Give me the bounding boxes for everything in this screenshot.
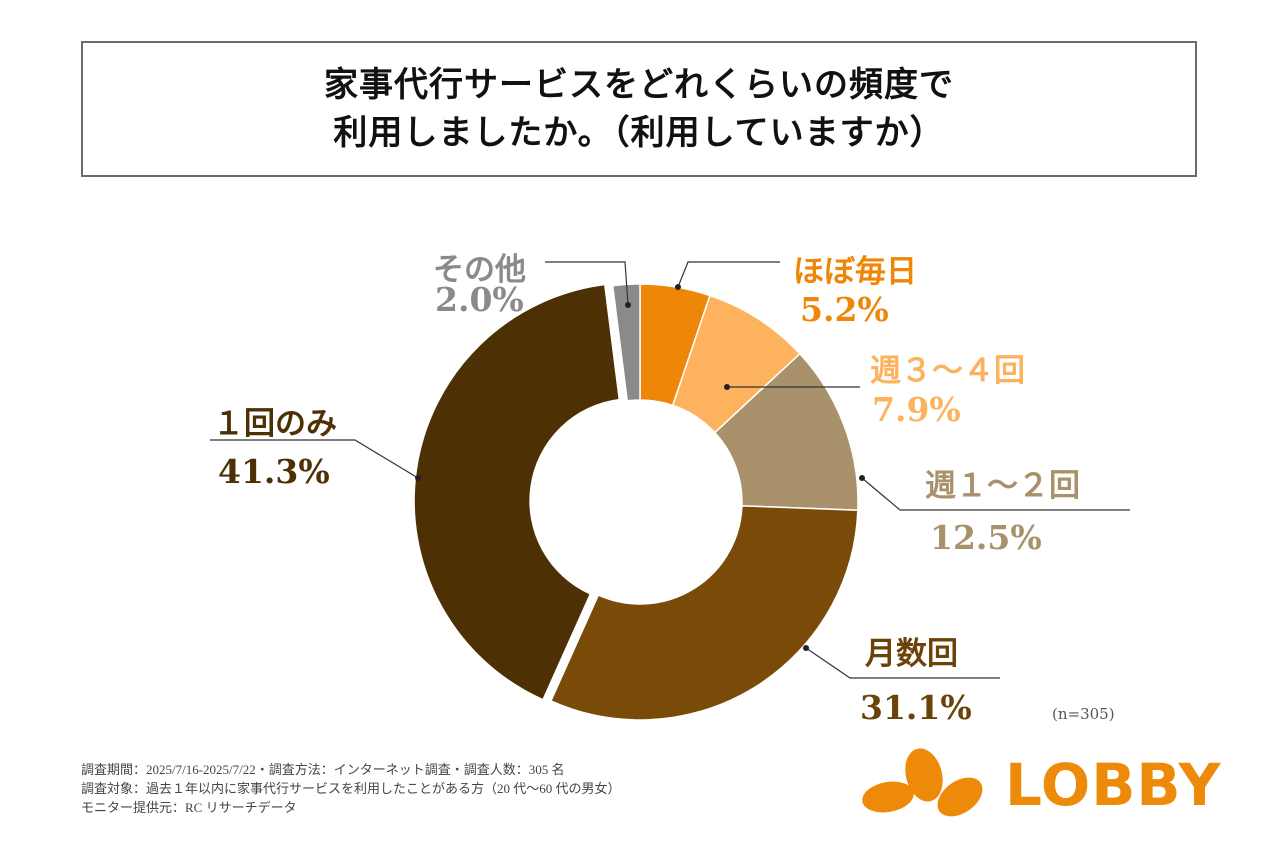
value-daily: 5.2% xyxy=(800,290,889,329)
leader-line-once xyxy=(210,439,419,479)
leader-line-daily xyxy=(677,261,780,288)
label-monthly: 月数回 xyxy=(865,636,958,672)
logo-text: LOBBY xyxy=(1005,751,1222,819)
note-source: モニター提供元：RC リサーチデータ xyxy=(81,800,297,815)
leader-dot-monthly xyxy=(803,645,809,651)
value-3-4-weekly: 7.9% xyxy=(872,390,961,429)
value-other: 2.0% xyxy=(435,280,524,319)
value-once: 41.3% xyxy=(218,452,330,491)
note-target: 調査対象：過去１年以内に家事代行サービスを利用したことがある方（20 代～60 … xyxy=(81,781,621,796)
value-1-2-weekly: 12.5% xyxy=(930,518,1042,557)
label-once: １回のみ xyxy=(213,406,337,442)
label-daily: ほぼ毎日 xyxy=(793,254,917,290)
chart-title: 家事代行サービスをどれくらいの頻度で 利用しましたか。（利用していますか） xyxy=(81,41,1197,177)
lobby-logo-icon xyxy=(862,748,983,817)
label-other: その他 xyxy=(433,252,526,288)
leader-dot-daily xyxy=(675,284,681,290)
slice-6 xyxy=(611,283,641,402)
sample-size: (n=305) xyxy=(1052,705,1115,723)
title-line-2: 利用しましたか。（利用していますか） xyxy=(333,113,945,153)
value-monthly: 31.1% xyxy=(860,688,972,727)
leader-line-other xyxy=(545,261,629,306)
note-period: 調査期間：2025/7/16-2025/7/22・調査方法：インターネット調査・… xyxy=(81,762,565,777)
title-line-1: 家事代行サービスをどれくらいの頻度で xyxy=(324,65,954,105)
label-3-4-weekly: 週３～４回 xyxy=(870,353,1025,389)
slice-5 xyxy=(413,283,621,701)
leader-line-1-2-weekly xyxy=(861,477,1130,511)
leader-dot-1-2-weekly xyxy=(859,475,865,481)
leader-dot-once xyxy=(415,475,421,481)
leader-line-monthly xyxy=(805,647,1000,679)
leader-dot-other xyxy=(625,302,631,308)
slice-4 xyxy=(549,505,859,721)
leader-dot-3-4-weekly xyxy=(724,384,730,390)
survey-notes: 調査期間：2025/7/16-2025/7/22・調査方法：インターネット調査・… xyxy=(81,760,621,817)
label-1-2-weekly: 週１～２回 xyxy=(925,468,1080,504)
